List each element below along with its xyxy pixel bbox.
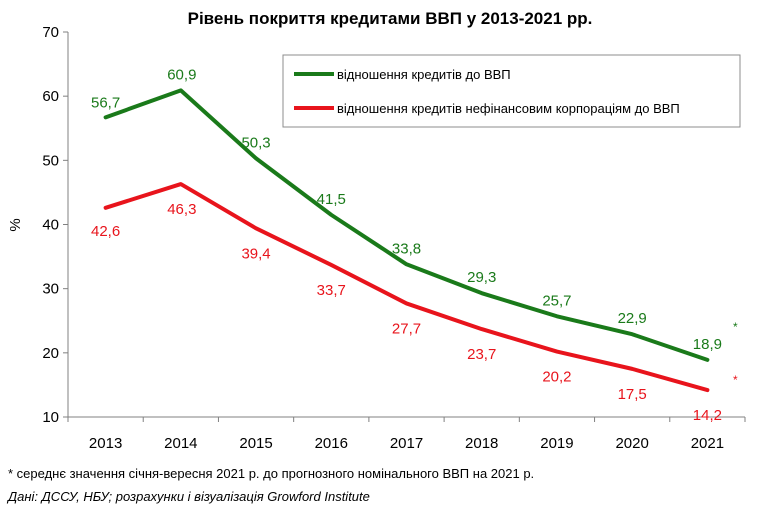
data-label: 39,4 (241, 245, 270, 262)
data-label: 23,7 (467, 346, 496, 363)
series-line-corporate-loans-to-gdp (103, 182, 710, 393)
annotation-asterisk: * (733, 373, 738, 387)
data-labels: 56,7 60,9 50,3 41,5 33,8 29,3 25,7 22,9 18,9 * 42,… (91, 66, 738, 424)
y-axis-label: % (7, 218, 24, 231)
y-axis-ticks: 10 20 30 40 50 60 70 (42, 24, 68, 426)
footnote: * середнє значення січня-вересня 2021 р.… (8, 466, 535, 481)
series-line-loans-to-gdp (103, 88, 710, 362)
x-tick-label: 2021 (691, 435, 724, 452)
line-chart: Рівень покриття кредитами ВВП у 2013-202… (7, 9, 746, 452)
data-label: 27,7 (392, 320, 421, 337)
y-tick-label: 20 (42, 345, 59, 362)
data-label: 17,5 (618, 386, 647, 403)
data-label: 42,6 (91, 223, 120, 240)
legend-label-loans-to-gdp: відношення кредитів до ВВП (337, 67, 511, 82)
y-tick-label: 50 (42, 152, 59, 169)
y-tick-label: 40 (42, 217, 59, 234)
legend: відношення кредитів до ВВП відношення кр… (282, 54, 741, 128)
data-label: 33,7 (317, 282, 346, 299)
data-label: 41,5 (317, 191, 346, 208)
x-axis-ticks: 2013 2014 2015 2016 2017 2018 2019 2020 2021 (67, 417, 746, 452)
data-label: 50,3 (241, 134, 270, 151)
data-source-note: Дані: ДССУ, НБУ; розрахунки і візуалізац… (8, 489, 370, 504)
y-tick-label: 10 (42, 409, 59, 426)
y-tick-label: 60 (42, 88, 59, 105)
data-label: 25,7 (542, 292, 571, 309)
legend-label-corporate-loans-to-gdp: відношення кредитів нефінансовим корпора… (337, 101, 680, 116)
x-tick-label: 2015 (239, 435, 272, 452)
annotation-asterisk: * (733, 320, 738, 334)
data-label: 60,9 (167, 66, 196, 83)
x-tick-label: 2013 (89, 435, 122, 452)
x-tick-label: 2018 (465, 435, 498, 452)
data-label: 20,2 (542, 369, 571, 386)
chart-title: Рівень покриття кредитами ВВП у 2013-202… (188, 9, 593, 28)
x-tick-label: 2019 (540, 435, 573, 452)
data-label: 14,2 (693, 407, 722, 424)
data-label: 18,9 (693, 336, 722, 353)
data-label: 29,3 (467, 269, 496, 286)
x-tick-label: 2016 (315, 435, 348, 452)
data-label: 33,8 (392, 240, 421, 257)
data-label: 22,9 (618, 310, 647, 327)
x-tick-label: 2020 (615, 435, 648, 452)
series-lines (103, 88, 710, 393)
data-label: 46,3 (167, 201, 196, 218)
x-tick-label: 2017 (390, 435, 423, 452)
y-tick-label: 30 (42, 281, 59, 298)
data-label: 56,7 (91, 94, 120, 111)
legend-box (282, 54, 741, 128)
y-tick-label: 70 (42, 24, 59, 41)
x-tick-label: 2014 (164, 435, 197, 452)
